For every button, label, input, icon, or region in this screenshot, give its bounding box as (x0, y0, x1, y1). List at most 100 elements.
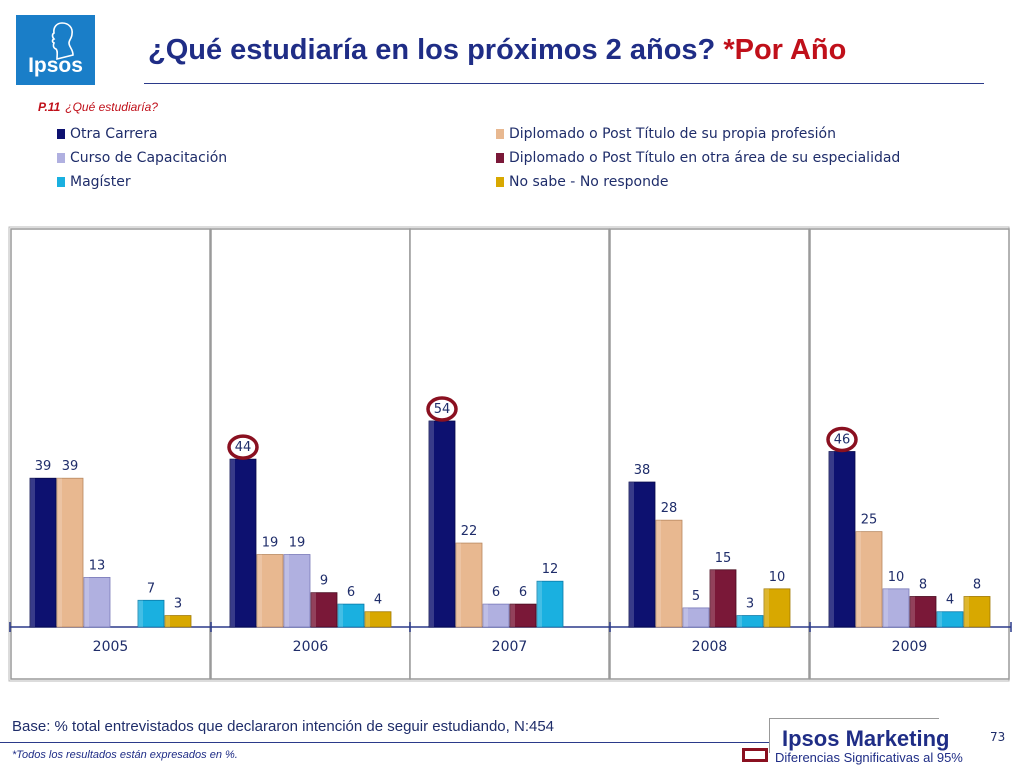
legend-swatch (57, 177, 65, 187)
bar-highlight-strip (683, 607, 688, 627)
legend-swatch (496, 129, 504, 139)
logo-text: Ipsos (28, 54, 83, 77)
base-note: Base: % total entrevistados que declarar… (12, 718, 555, 735)
bar-value-label: 3 (746, 597, 754, 612)
bar-highlight-strip (257, 554, 262, 627)
bar-mag-ster-2005 (137, 599, 165, 628)
bar-value-label: 4 (946, 593, 954, 608)
bar-diplomado-o-post-t-tulo-en-otra-rea-de-su-especialidad-2007 (509, 603, 537, 628)
bar-highlight-strip (937, 611, 942, 627)
bar-highlight-strip (856, 531, 861, 627)
bar-mag-ster-2009 (936, 611, 964, 628)
bar-highlight-strip (829, 451, 834, 627)
x-tick-label-2008: 2008 (692, 639, 728, 655)
significance-marker (742, 748, 768, 762)
chart-legend: Otra Carrera Curso de Capacitación Magís… (57, 124, 957, 196)
bar-value-label: 54 (434, 402, 451, 417)
bar-diplomado-o-post-t-tulo-de-su-propia-profesi-n-2006 (256, 554, 284, 628)
bar-highlight-strip (284, 554, 289, 627)
legend-label: Diplomado o Post Título en otra área de … (509, 150, 901, 166)
bar-highlight-strip (764, 588, 769, 627)
question-text: ¿Qué estudiaría? (65, 100, 158, 114)
bar-value-label: 15 (715, 551, 732, 566)
bar-value-label: 7 (147, 581, 155, 596)
legend-item-curso: Curso de Capacitación (57, 148, 227, 168)
bar-no-sabe-no-responde-2006 (364, 611, 392, 628)
x-tick-label-2009: 2009 (892, 639, 928, 655)
bar-value-label: 28 (661, 501, 678, 516)
page-title: ¿Qué estudiaría en los próximos 2 años? … (148, 34, 846, 67)
head-silhouette-icon (51, 22, 74, 61)
bar-highlight-strip (629, 482, 634, 627)
bar-value-label: 38 (634, 463, 651, 478)
question-label: P.11 ¿Qué estudiaría? (38, 100, 158, 114)
brand-frame (769, 718, 939, 753)
bar-otra-carrera-2006 (229, 458, 257, 628)
significance-circle (227, 434, 259, 460)
bar-mag-ster-2006 (337, 603, 365, 628)
bar-value-label: 44 (235, 440, 252, 455)
legend-label: Otra Carrera (70, 126, 158, 142)
bar-value-label: 13 (89, 558, 106, 573)
bar-value-label: 6 (519, 585, 527, 600)
legend-label: No sabe - No responde (509, 174, 669, 190)
legend-swatch (57, 129, 65, 139)
bar-curso-de-capacitaci-n-2007 (482, 603, 510, 628)
bar-diplomado-o-post-t-tulo-en-otra-rea-de-su-especialidad-2009 (909, 596, 937, 628)
legend-label: Magíster (70, 174, 131, 190)
bar-value-label: 9 (320, 574, 328, 589)
legend-item-otra-carrera: Otra Carrera (57, 124, 158, 144)
bar-highlight-strip (429, 421, 434, 627)
legend-item-no-sabe: No sabe - No responde (496, 172, 668, 192)
title-main: ¿Qué estudiaría en los próximos 2 años? (148, 34, 724, 66)
bar-value-label: 8 (973, 577, 981, 592)
bar-value-label: 6 (492, 585, 500, 600)
bar-value-label: 12 (542, 562, 559, 577)
question-code: P.11 (38, 100, 61, 114)
significance-circle (826, 426, 858, 453)
footer-divider (0, 742, 770, 743)
legend-item-diplomado-propia: Diplomado o Post Título de su propia pro… (496, 124, 836, 144)
bar-value-label: 10 (769, 570, 786, 585)
bar-value-label: 19 (289, 536, 306, 551)
x-tick-label-2006: 2006 (293, 639, 329, 655)
legend-label: Curso de Capacitación (70, 150, 228, 166)
bar-value-label: 6 (347, 585, 355, 600)
bar-value-label: 39 (62, 459, 79, 474)
title-accent: *Por Año (723, 34, 847, 66)
bar-highlight-strip (456, 543, 461, 627)
bar-highlight-strip (230, 459, 235, 627)
legend-swatch (57, 153, 65, 163)
bar-highlight-strip (483, 604, 488, 627)
bar-highlight-strip (537, 581, 542, 627)
bar-highlight-strip (964, 596, 969, 627)
bar-value-label: 46 (834, 433, 851, 448)
bar-diplomado-o-post-t-tulo-en-otra-rea-de-su-especialidad-2008 (709, 569, 737, 628)
bar-value-label: 22 (461, 524, 478, 539)
bar-otra-carrera-2007 (428, 420, 456, 628)
bar-value-label: 19 (262, 536, 279, 551)
bar-mag-ster-2007 (536, 580, 564, 628)
bar-curso-de-capacitaci-n-2009 (882, 588, 910, 628)
bar-no-sabe-no-responde-2009 (963, 596, 991, 628)
x-tick-label-2005: 2005 (93, 639, 129, 655)
bar-highlight-strip (883, 588, 888, 627)
significance-circle (426, 396, 458, 422)
bar-diplomado-o-post-t-tulo-de-su-propia-profesi-n-2005 (56, 477, 84, 628)
x-tick-label-2007: 2007 (492, 639, 528, 655)
bar-highlight-strip (165, 615, 170, 627)
bar-value-label: 10 (888, 570, 905, 585)
bar-highlight-strip (710, 569, 715, 627)
bar-otra-carrera-2005 (29, 477, 57, 628)
bar-highlight-strip (138, 600, 143, 627)
bar-value-label: 4 (374, 593, 382, 608)
legend-item-diplomado-otra: Diplomado o Post Título en otra área de … (496, 148, 900, 168)
bar-value-label: 39 (35, 459, 52, 474)
legend-item-magister: Magíster (57, 172, 131, 192)
bar-no-sabe-no-responde-2008 (763, 588, 791, 628)
bar-value-label: 5 (692, 589, 700, 604)
bar-curso-de-capacitaci-n-2008 (682, 607, 710, 628)
bar-diplomado-o-post-t-tulo-de-su-propia-profesi-n-2009 (855, 531, 883, 628)
bar-curso-de-capacitaci-n-2005 (83, 577, 111, 628)
